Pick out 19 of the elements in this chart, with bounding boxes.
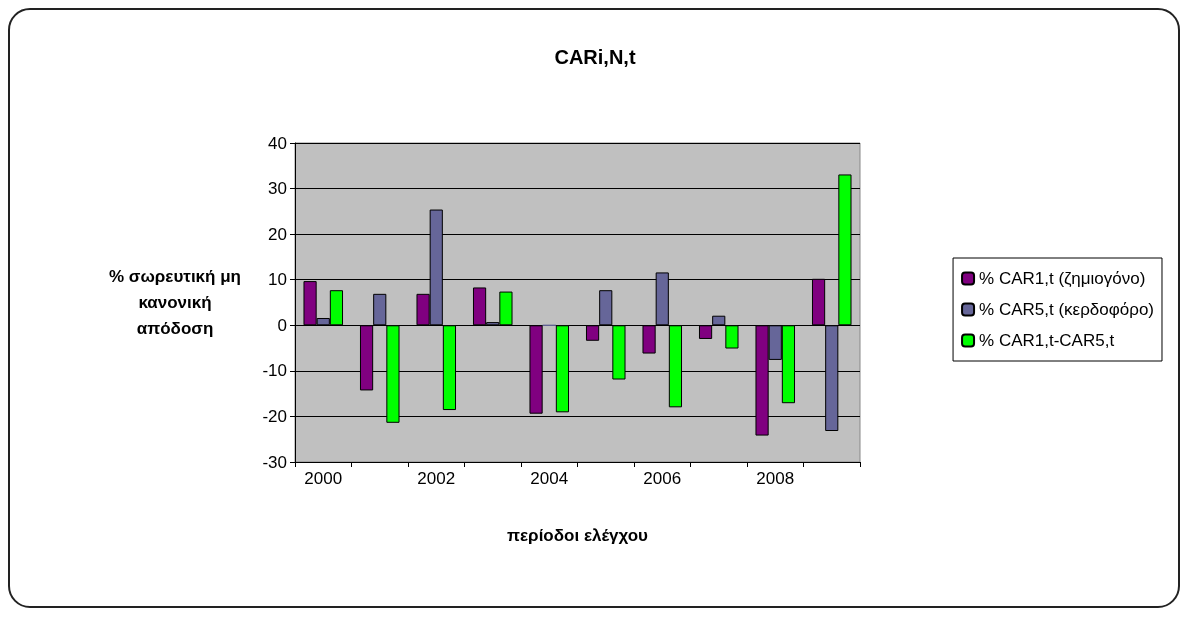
x-tick-label: 2006	[643, 469, 682, 488]
x-tick-label: 2002	[417, 469, 456, 488]
legend-label: % CAR5,t (κερδοφόρο)	[979, 300, 1155, 319]
x-tick-label: 2000	[304, 469, 343, 488]
y-axis-title: % σωρευτική μη κανονική απόδοση	[109, 267, 241, 338]
x-tick-label: 2004	[530, 469, 569, 488]
legend-label: % CAR1,t (ζημιογόνο)	[979, 269, 1146, 288]
legend-label: % CAR1,t-CAR5,t	[979, 331, 1115, 350]
y-tick-label: 10	[268, 270, 287, 290]
y-tick-label: -20	[262, 406, 287, 426]
chart-title: CARi,N,t	[554, 46, 636, 68]
y-tick-label: -30	[262, 452, 287, 472]
y-tick-label: 0	[277, 315, 287, 335]
y-tick-label: 40	[268, 133, 287, 153]
x-axis-title: περίοδοι ελέγχου	[507, 526, 649, 545]
y-tick-label: 30	[268, 179, 287, 199]
x-tick-label: 2008	[756, 469, 795, 488]
y-tick-label: 20	[268, 224, 287, 244]
y-tick-label: -10	[262, 361, 287, 381]
